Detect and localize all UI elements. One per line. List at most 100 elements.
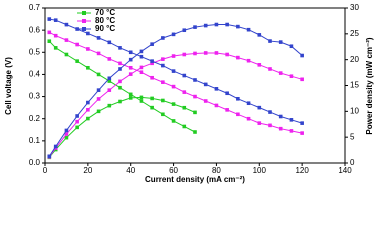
power-marker bbox=[289, 44, 294, 49]
voltage-marker bbox=[236, 96, 240, 101]
voltage-marker bbox=[171, 119, 176, 123]
power-marker bbox=[96, 88, 101, 92]
power-marker bbox=[47, 154, 52, 159]
voltage-marker bbox=[150, 75, 154, 80]
power-marker bbox=[278, 71, 283, 75]
voltage-marker bbox=[139, 99, 144, 103]
voltage-marker bbox=[214, 103, 219, 108]
power-marker bbox=[139, 49, 144, 54]
voltage-marker bbox=[214, 87, 219, 91]
power-marker bbox=[182, 28, 187, 33]
voltage-marker bbox=[203, 99, 208, 103]
power-marker bbox=[236, 55, 240, 60]
legend-marker bbox=[82, 19, 86, 23]
power-marker bbox=[139, 65, 144, 70]
voltage-marker bbox=[128, 65, 133, 70]
voltage-marker bbox=[139, 70, 144, 75]
power-marker bbox=[150, 61, 154, 66]
x-tick-label: 60 bbox=[169, 166, 178, 175]
y2-tick-label: 15 bbox=[350, 81, 359, 90]
power-marker bbox=[203, 23, 208, 28]
voltage-marker bbox=[96, 51, 101, 56]
voltage-marker bbox=[53, 46, 58, 50]
voltage-marker bbox=[300, 121, 304, 125]
voltage-marker bbox=[118, 61, 122, 66]
y-tick-label: 0.1 bbox=[29, 136, 41, 145]
voltage-marker bbox=[86, 31, 90, 36]
voltage-marker bbox=[64, 22, 69, 27]
plot-frame bbox=[44, 7, 346, 164]
y-tick-label: 0.5 bbox=[29, 47, 41, 56]
power-marker bbox=[75, 125, 79, 130]
power-marker bbox=[128, 96, 133, 100]
voltage-marker bbox=[53, 33, 58, 38]
voltage-marker bbox=[128, 50, 133, 55]
voltage-marker bbox=[257, 121, 262, 125]
voltage-marker bbox=[139, 54, 144, 59]
voltage-marker bbox=[171, 69, 176, 73]
y-tick-label: 0.0 bbox=[29, 158, 41, 167]
legend-label: 70 °C bbox=[95, 8, 115, 17]
y2-axis-label: Power density (mW cm⁻²) bbox=[365, 37, 374, 134]
voltage-marker bbox=[47, 39, 52, 44]
voltage-marker bbox=[53, 18, 58, 22]
power-marker bbox=[75, 119, 79, 124]
power-marker bbox=[96, 97, 101, 101]
voltage-marker bbox=[75, 59, 79, 63]
power-marker bbox=[182, 105, 187, 110]
voltage-marker bbox=[246, 116, 251, 121]
x-tick-label: 120 bbox=[295, 166, 309, 175]
power-marker bbox=[278, 40, 283, 44]
legend-label: 80 °C bbox=[95, 16, 115, 25]
power-marker bbox=[150, 42, 154, 46]
power-marker bbox=[171, 54, 176, 58]
power-line bbox=[48, 96, 196, 158]
power-marker bbox=[64, 132, 69, 136]
power-marker bbox=[246, 27, 251, 32]
power-marker bbox=[257, 33, 262, 37]
power-marker bbox=[268, 67, 272, 71]
power-marker bbox=[214, 22, 219, 27]
voltage-marker bbox=[300, 131, 304, 135]
voltage-marker bbox=[203, 82, 208, 87]
power-marker bbox=[128, 72, 133, 76]
y-axis-label: Cell voltage (V) bbox=[4, 57, 13, 115]
power-marker bbox=[161, 98, 165, 103]
voltage-marker bbox=[268, 110, 272, 114]
voltage-marker bbox=[182, 90, 187, 94]
power-marker bbox=[236, 24, 240, 29]
y-tick-label: 0.2 bbox=[29, 114, 41, 123]
power-marker bbox=[289, 74, 294, 78]
power-marker bbox=[225, 22, 229, 27]
y2-tick-label: 25 bbox=[350, 29, 359, 38]
y-tick-label: 0.7 bbox=[29, 3, 41, 12]
voltage-marker bbox=[107, 40, 112, 45]
voltage-marker bbox=[150, 105, 154, 110]
power-marker bbox=[75, 114, 79, 118]
legend-marker bbox=[82, 11, 86, 15]
voltage-marker bbox=[86, 47, 90, 51]
y2-tick-label: 20 bbox=[350, 55, 359, 64]
power-marker bbox=[64, 135, 69, 140]
power-marker bbox=[139, 95, 144, 100]
voltage-marker bbox=[171, 84, 176, 89]
x-tick-label: 140 bbox=[338, 166, 352, 175]
power-marker bbox=[193, 110, 197, 115]
power-marker bbox=[86, 100, 90, 105]
voltage-marker bbox=[246, 101, 251, 106]
voltage-marker bbox=[161, 63, 165, 68]
power-marker bbox=[257, 63, 262, 67]
voltage-marker bbox=[193, 78, 197, 82]
power-marker bbox=[53, 144, 58, 149]
voltage-marker bbox=[96, 36, 101, 40]
power-marker bbox=[203, 51, 208, 55]
y-tick-label: 0.6 bbox=[29, 25, 41, 34]
legend-marker bbox=[82, 27, 86, 31]
power-marker bbox=[96, 109, 101, 114]
voltage-marker bbox=[161, 80, 165, 84]
power-marker bbox=[86, 116, 90, 121]
voltage-marker bbox=[47, 30, 52, 35]
y2-tick-label: 10 bbox=[350, 106, 359, 115]
power-line bbox=[48, 24, 303, 157]
voltage-marker bbox=[150, 59, 154, 63]
